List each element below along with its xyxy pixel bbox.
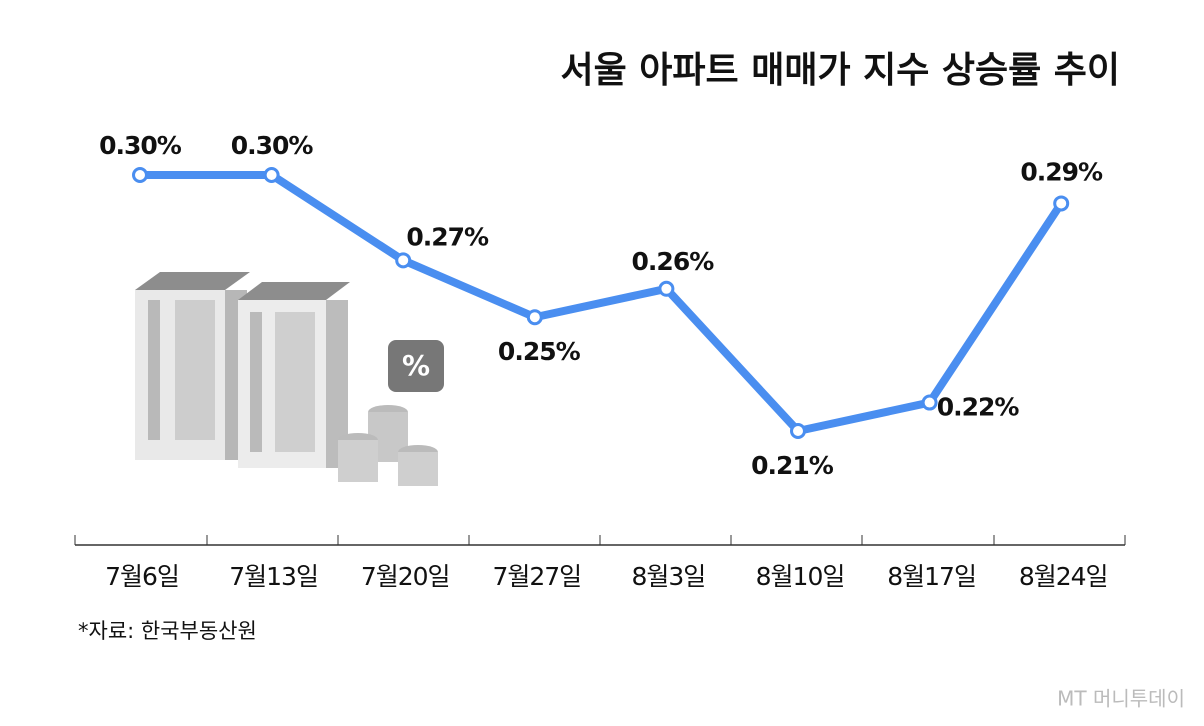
point (921, 394, 938, 411)
data-label: 0.27% (406, 222, 489, 251)
line (140, 171, 1065, 435)
point (658, 280, 675, 297)
data-label: 0.30% (231, 131, 314, 160)
x-tick-label: 7월27일 (492, 562, 581, 591)
data-label: 0.29% (1020, 157, 1103, 186)
illustration: % (135, 272, 444, 486)
x-tick-label: 8월10일 (756, 562, 845, 591)
logo: MT 머니투데이 (1057, 687, 1185, 711)
x-tick-label: 8월17일 (887, 562, 976, 591)
x-tick-label: 7월20일 (361, 562, 450, 591)
x-tick-label: 8월24일 (1019, 562, 1108, 591)
data-label: 0.21% (751, 451, 834, 480)
data-label: 0.30% (99, 131, 182, 160)
point (526, 309, 543, 326)
point (790, 423, 806, 439)
x-tick-label: 8월3일 (631, 562, 705, 591)
source: *자료: 한국부동산원 (78, 619, 257, 643)
x-axis (74, 535, 1126, 546)
point (132, 167, 148, 183)
data-label: 0.26% (632, 247, 715, 276)
x-tick-label: 7월6일 (105, 562, 179, 591)
data-label: 0.25% (498, 337, 581, 366)
chart-title: 서울 아파트 매매가 지수 상승률 추이 (561, 50, 1120, 91)
svg-text:%: % (402, 349, 430, 382)
point (263, 167, 280, 183)
point (1053, 195, 1070, 212)
data-label: 0.22% (937, 393, 1020, 422)
point (395, 252, 412, 269)
x-tick-label: 7월13일 (229, 562, 318, 591)
